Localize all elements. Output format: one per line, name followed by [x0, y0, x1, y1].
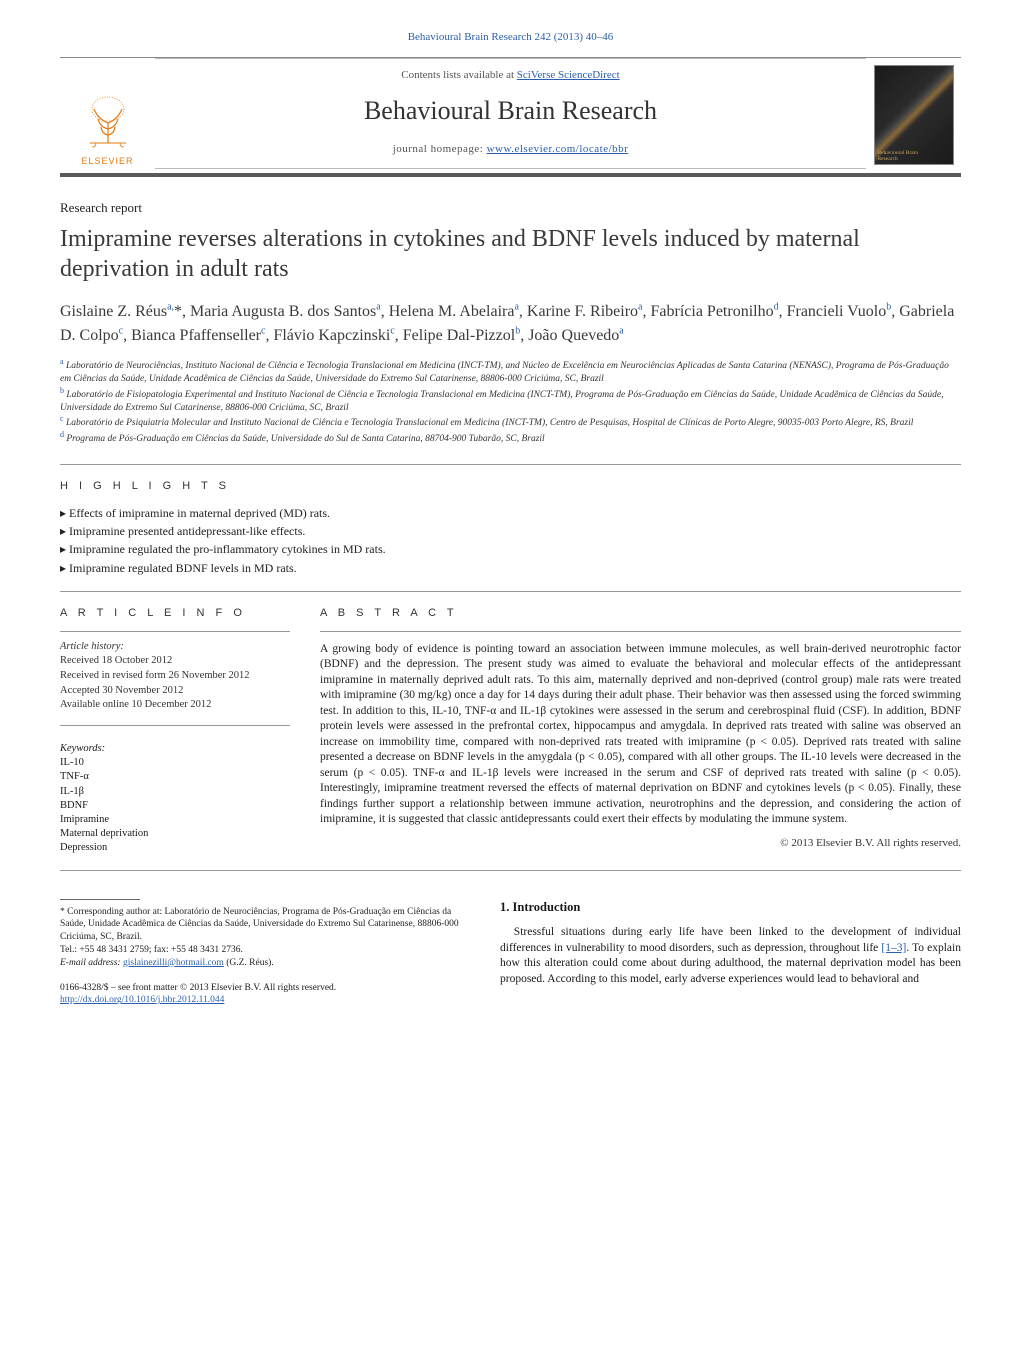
- introduction-heading: 1. Introduction: [500, 899, 961, 916]
- publisher-block: ELSEVIER: [60, 58, 155, 173]
- journal-homepage-link[interactable]: www.elsevier.com/locate/bbr: [487, 143, 629, 155]
- keyword: BDNF: [60, 799, 290, 813]
- abstract-text: A growing body of evidence is pointing t…: [320, 642, 961, 828]
- email-suffix: (G.Z. Réus).: [224, 958, 274, 968]
- doi-copyright-block: 0166-4328/$ – see front matter © 2013 El…: [60, 982, 470, 1008]
- contents-prefix: Contents lists available at: [401, 69, 516, 81]
- keyword: Depression: [60, 841, 290, 855]
- keyword: Imipramine: [60, 813, 290, 827]
- journal-name: Behavioural Brain Research: [364, 93, 657, 128]
- highlight-item: Imipramine presented antidepressant-like…: [60, 522, 961, 540]
- citation-link[interactable]: [1–3]: [881, 942, 906, 954]
- footnote-rule: [60, 899, 140, 900]
- divider: [60, 631, 290, 632]
- divider: [320, 631, 961, 632]
- highlights-label: H I G H L I G H T S: [60, 479, 961, 494]
- keywords-block: Keywords: IL-10TNF-αIL-1βBDNFImipramineM…: [60, 742, 290, 855]
- journal-homepage-line: journal homepage: www.elsevier.com/locat…: [393, 142, 629, 157]
- contents-lists-line: Contents lists available at SciVerse Sci…: [401, 68, 619, 83]
- article-info-label: A R T I C L E I N F O: [60, 606, 290, 621]
- article-type: Research report: [60, 199, 961, 217]
- history-label: Article history:: [60, 640, 290, 655]
- homepage-prefix: journal homepage:: [393, 143, 487, 155]
- article-history: Article history: Received 18 October 201…: [60, 640, 290, 713]
- banner-center: Contents lists available at SciVerse Sci…: [155, 58, 866, 169]
- keyword: TNF-α: [60, 770, 290, 784]
- online-date: Available online 10 December 2012: [60, 698, 290, 713]
- highlight-item: Imipramine regulated BDNF levels in MD r…: [60, 559, 961, 577]
- divider: [60, 870, 961, 871]
- highlights-block: Effects of imipramine in maternal depriv…: [60, 504, 961, 577]
- doi-link[interactable]: http://dx.doi.org/10.1016/j.bbr.2012.11.…: [60, 995, 224, 1005]
- running-head-citation: Behavioural Brain Research 242 (2013) 40…: [60, 30, 961, 45]
- publisher-label: ELSEVIER: [81, 155, 133, 167]
- front-matter-copyright: 0166-4328/$ – see front matter © 2013 El…: [60, 982, 470, 995]
- highlight-item: Effects of imipramine in maternal depriv…: [60, 504, 961, 522]
- divider: [60, 464, 961, 465]
- article-title: Imipramine reverses alterations in cytok…: [60, 224, 961, 284]
- corresponding-text: * Corresponding author at: Laboratório d…: [60, 907, 459, 943]
- cover-caption: Behavioural Brain Research: [878, 151, 928, 162]
- keywords-label: Keywords:: [60, 742, 290, 756]
- affiliations: a Laboratório de Neurociências, Institut…: [60, 357, 961, 447]
- journal-banner: ELSEVIER Contents lists available at Sci…: [60, 57, 961, 177]
- keyword: Maternal deprivation: [60, 827, 290, 841]
- accepted-date: Accepted 30 November 2012: [60, 684, 290, 699]
- corresponding-author-footnote: * Corresponding author at: Laboratório d…: [60, 906, 470, 970]
- highlight-item: Imipramine regulated the pro-inflammator…: [60, 540, 961, 558]
- affiliation: c Laboratório de Psiquiatria Molecular a…: [60, 414, 961, 430]
- abstract-label: A B S T R A C T: [320, 606, 961, 621]
- keyword: IL-1β: [60, 785, 290, 799]
- affiliation: a Laboratório de Neurociências, Institut…: [60, 357, 961, 386]
- cover-thumb-block: Behavioural Brain Research: [866, 58, 961, 173]
- affiliation: b Laboratório de Fisiopatologia Experime…: [60, 386, 961, 415]
- received-date: Received 18 October 2012: [60, 654, 290, 669]
- elsevier-tree-icon: [78, 91, 138, 151]
- sciencedirect-link[interactable]: SciVerse ScienceDirect: [517, 69, 620, 81]
- corresponding-email-link[interactable]: gislainezilli@hotmail.com: [123, 958, 224, 968]
- affiliation: d Programa de Pós-Graduação em Ciências …: [60, 430, 961, 446]
- revised-date: Received in revised form 26 November 201…: [60, 669, 290, 684]
- keyword: IL-10: [60, 756, 290, 770]
- email-label: E-mail address:: [60, 958, 123, 968]
- journal-cover-thumbnail: Behavioural Brain Research: [874, 65, 954, 165]
- abstract-copyright: © 2013 Elsevier B.V. All rights reserved…: [320, 836, 961, 851]
- divider: [60, 725, 290, 726]
- introduction-paragraph: Stressful situations during early life h…: [500, 925, 961, 987]
- corresponding-tel: Tel.: +55 48 3431 2759; fax: +55 48 3431…: [60, 945, 243, 955]
- author-list: Gislaine Z. Réusa,*, Maria Augusta B. do…: [60, 300, 961, 346]
